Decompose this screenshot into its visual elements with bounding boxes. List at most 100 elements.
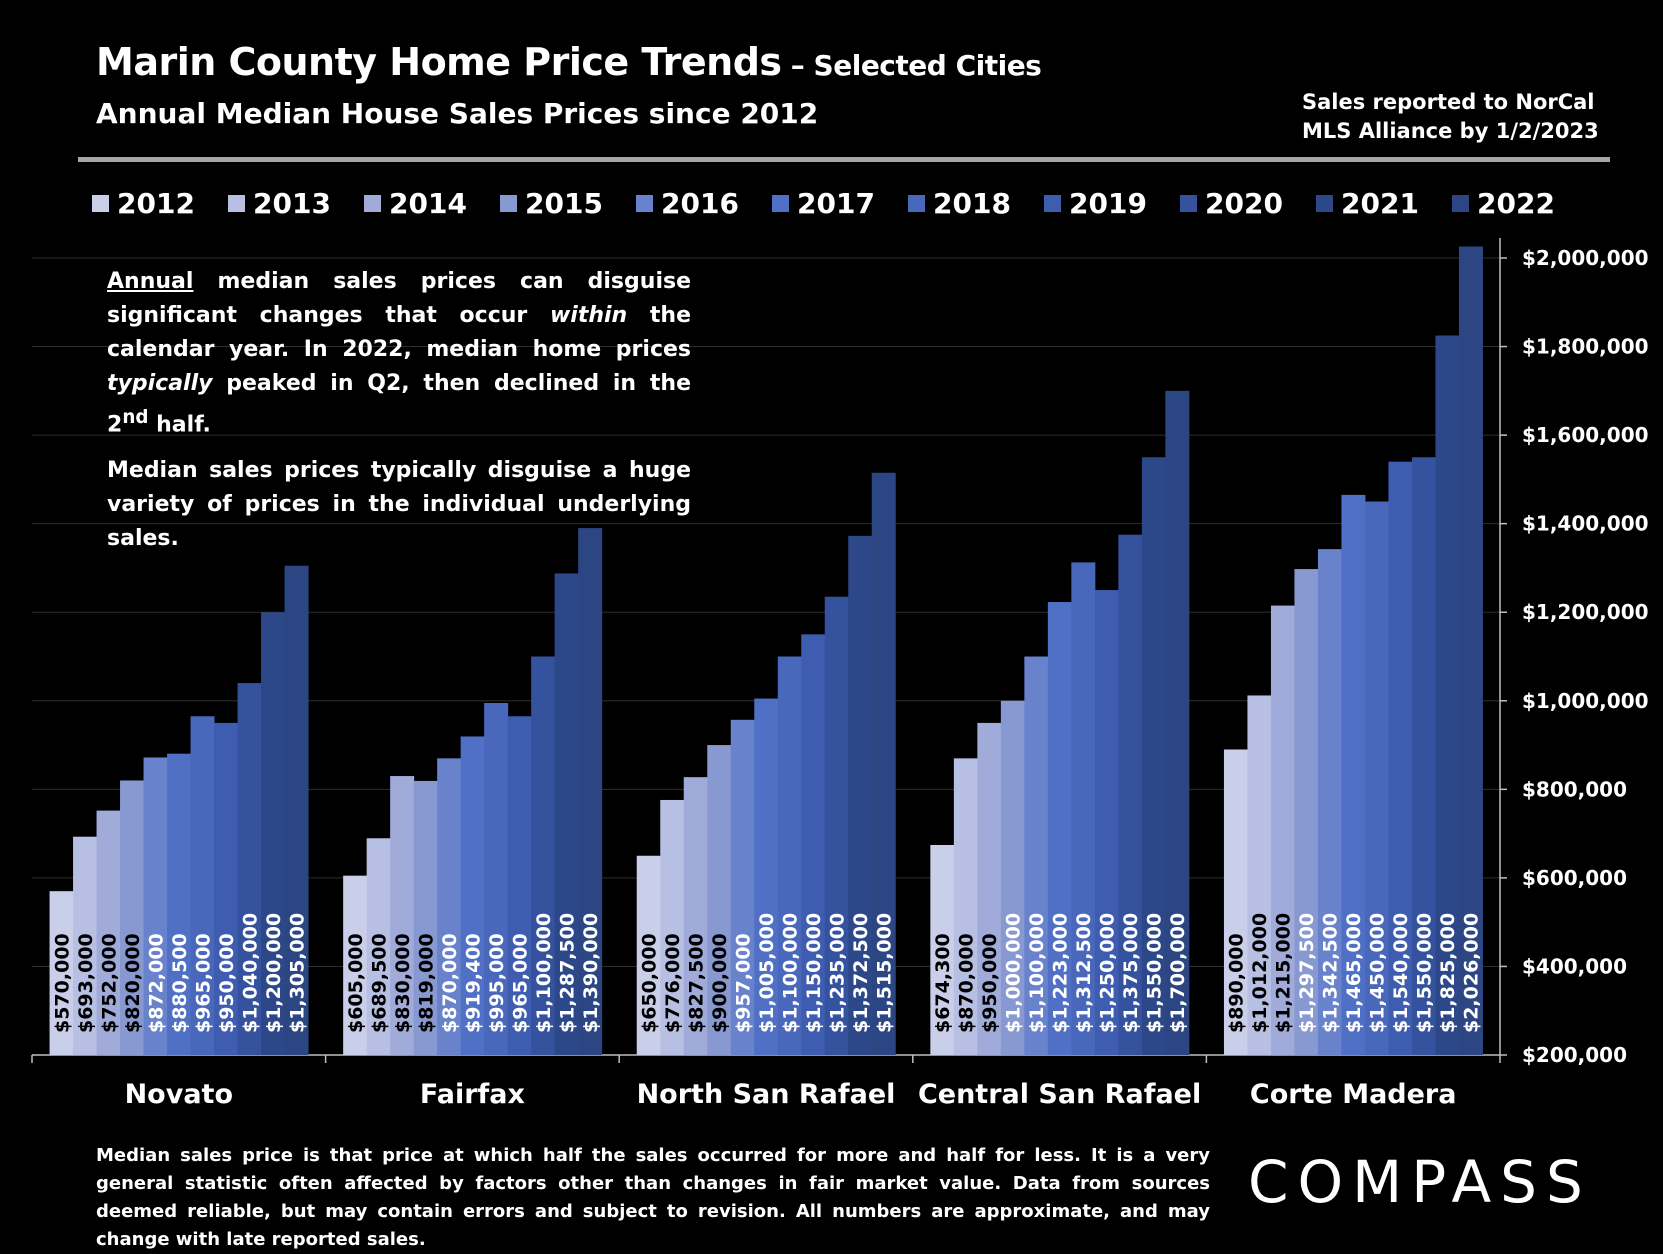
data-label: $1,550,000 <box>1144 913 1166 1033</box>
bar-2021 <box>1141 457 1166 1055</box>
data-label: $1,287,500 <box>556 913 578 1033</box>
data-label: $919,400 <box>462 933 484 1033</box>
data-label: $890,000 <box>1226 933 1248 1033</box>
bar-2021 <box>848 535 873 1055</box>
source-line-1: Sales reported to NorCal <box>1302 90 1595 114</box>
bar-2017 <box>1047 602 1072 1055</box>
bar-2019 <box>801 634 826 1055</box>
y-tick-label: $1,000,000 <box>1522 689 1649 713</box>
data-label: $1,450,000 <box>1367 913 1389 1033</box>
bar-2016 <box>1317 549 1342 1055</box>
legend-item-2018: 2018 <box>908 185 1044 221</box>
legend-swatch <box>1452 194 1469 212</box>
data-label: $965,000 <box>192 933 214 1033</box>
bar-2022 <box>1458 246 1483 1055</box>
data-label: $1,372,500 <box>850 913 872 1033</box>
bar-2013 <box>953 758 978 1055</box>
annotation-text-b: the calendar year. In 2022, median home … <box>107 303 691 362</box>
legend-label: 2013 <box>253 186 331 220</box>
x-category-label: Fairfax <box>420 1079 525 1110</box>
bar-2016 <box>1024 656 1049 1055</box>
legend-label: 2015 <box>525 186 603 220</box>
bar-2018 <box>190 716 215 1055</box>
title-suffix: – Selected Cities <box>781 49 1042 82</box>
data-label: $693,000 <box>75 933 97 1033</box>
data-label: $2,026,000 <box>1461 913 1483 1033</box>
data-label: $900,000 <box>709 933 731 1033</box>
bar-2019 <box>214 722 239 1055</box>
title-main: Marin County Home Price Trends <box>96 40 782 84</box>
bar-2022 <box>871 472 896 1056</box>
page-title: Marin County Home Price Trends – Selecte… <box>96 40 1042 84</box>
y-tick-label: $2,000,000 <box>1522 246 1649 270</box>
legend-item-2016: 2016 <box>636 185 772 221</box>
legend-label: 2012 <box>117 186 195 220</box>
header-divider <box>78 157 1610 162</box>
bar-2020 <box>1118 534 1143 1055</box>
data-label: $1,150,000 <box>803 913 825 1033</box>
legend-item-2021: 2021 <box>1316 185 1452 221</box>
legend-item-2015: 2015 <box>500 185 636 221</box>
data-label: $957,000 <box>733 933 755 1033</box>
bar-2012 <box>343 875 368 1055</box>
data-label: $820,000 <box>122 933 144 1033</box>
legend-item-2013: 2013 <box>228 185 364 221</box>
bar-2015 <box>120 780 145 1055</box>
data-label: $1,215,000 <box>1273 913 1295 1033</box>
data-label: $1,012,000 <box>1249 913 1271 1033</box>
legend-label: 2021 <box>1341 186 1419 220</box>
data-label: $776,000 <box>662 933 684 1033</box>
bar-2018 <box>777 656 802 1055</box>
data-label: $872,000 <box>145 933 167 1033</box>
bar-2017 <box>754 698 779 1055</box>
data-label: $870,000 <box>956 933 978 1033</box>
bar-2015 <box>1000 700 1025 1055</box>
data-label: $570,000 <box>51 933 73 1033</box>
bar-2022 <box>1165 390 1190 1055</box>
data-label: $1,375,000 <box>1120 913 1142 1033</box>
annotation-italic-within: within <box>549 303 628 328</box>
bar-2013 <box>1247 695 1272 1055</box>
bar-2020 <box>824 596 849 1055</box>
legend-swatch <box>636 194 653 212</box>
data-label: $819,000 <box>415 933 437 1033</box>
annotation-text: Annual median sales prices can disguise … <box>107 265 691 568</box>
bar-2016 <box>143 757 168 1055</box>
bar-2020 <box>531 656 556 1055</box>
annotation-superscript: nd <box>122 407 149 428</box>
bar-2014 <box>1270 605 1295 1055</box>
annotation-text-c: peaked in Q2, then declined in the 2 <box>107 371 691 438</box>
bar-2012 <box>636 855 661 1055</box>
bar-2014 <box>977 722 1002 1055</box>
annotation-text-a: median sales prices can disguise signifi… <box>107 269 691 328</box>
data-label: $1,465,000 <box>1343 913 1365 1033</box>
data-label: $1,223,000 <box>1050 913 1072 1033</box>
y-tick-label: $1,800,000 <box>1522 335 1649 359</box>
y-tick-label: $1,600,000 <box>1522 423 1649 447</box>
chart-legend: 2012 2013 2014 2015 2016 2017 2018 2019 2020 2021… <box>92 185 1592 221</box>
bar-2015 <box>1294 569 1319 1055</box>
y-tick-label: $1,200,000 <box>1522 600 1649 624</box>
legend-swatch <box>92 194 109 212</box>
bar-2013 <box>660 799 685 1055</box>
data-label: $950,000 <box>979 933 1001 1033</box>
legend-swatch <box>364 194 381 212</box>
data-label: $1,200,000 <box>263 913 285 1033</box>
y-tick-label: $200,000 <box>1522 1043 1627 1067</box>
data-label: $1,305,000 <box>286 913 308 1033</box>
source-note: Sales reported to NorCal MLS Alliance by… <box>1302 88 1599 146</box>
bar-2019 <box>1094 590 1119 1055</box>
data-label: $1,100,000 <box>1026 913 1048 1033</box>
legend-label: 2017 <box>797 186 875 220</box>
data-label: $870,000 <box>439 933 461 1033</box>
legend-label: 2020 <box>1205 186 1283 220</box>
data-label: $830,000 <box>392 933 414 1033</box>
legend-item-2012: 2012 <box>92 185 228 221</box>
annotation-italic-typically: typically <box>107 371 213 396</box>
bar-2014 <box>390 776 415 1055</box>
legend-item-2022: 2022 <box>1452 185 1588 221</box>
data-label: $995,000 <box>486 933 508 1033</box>
bar-2012 <box>49 891 74 1055</box>
bar-2019 <box>1388 461 1413 1056</box>
